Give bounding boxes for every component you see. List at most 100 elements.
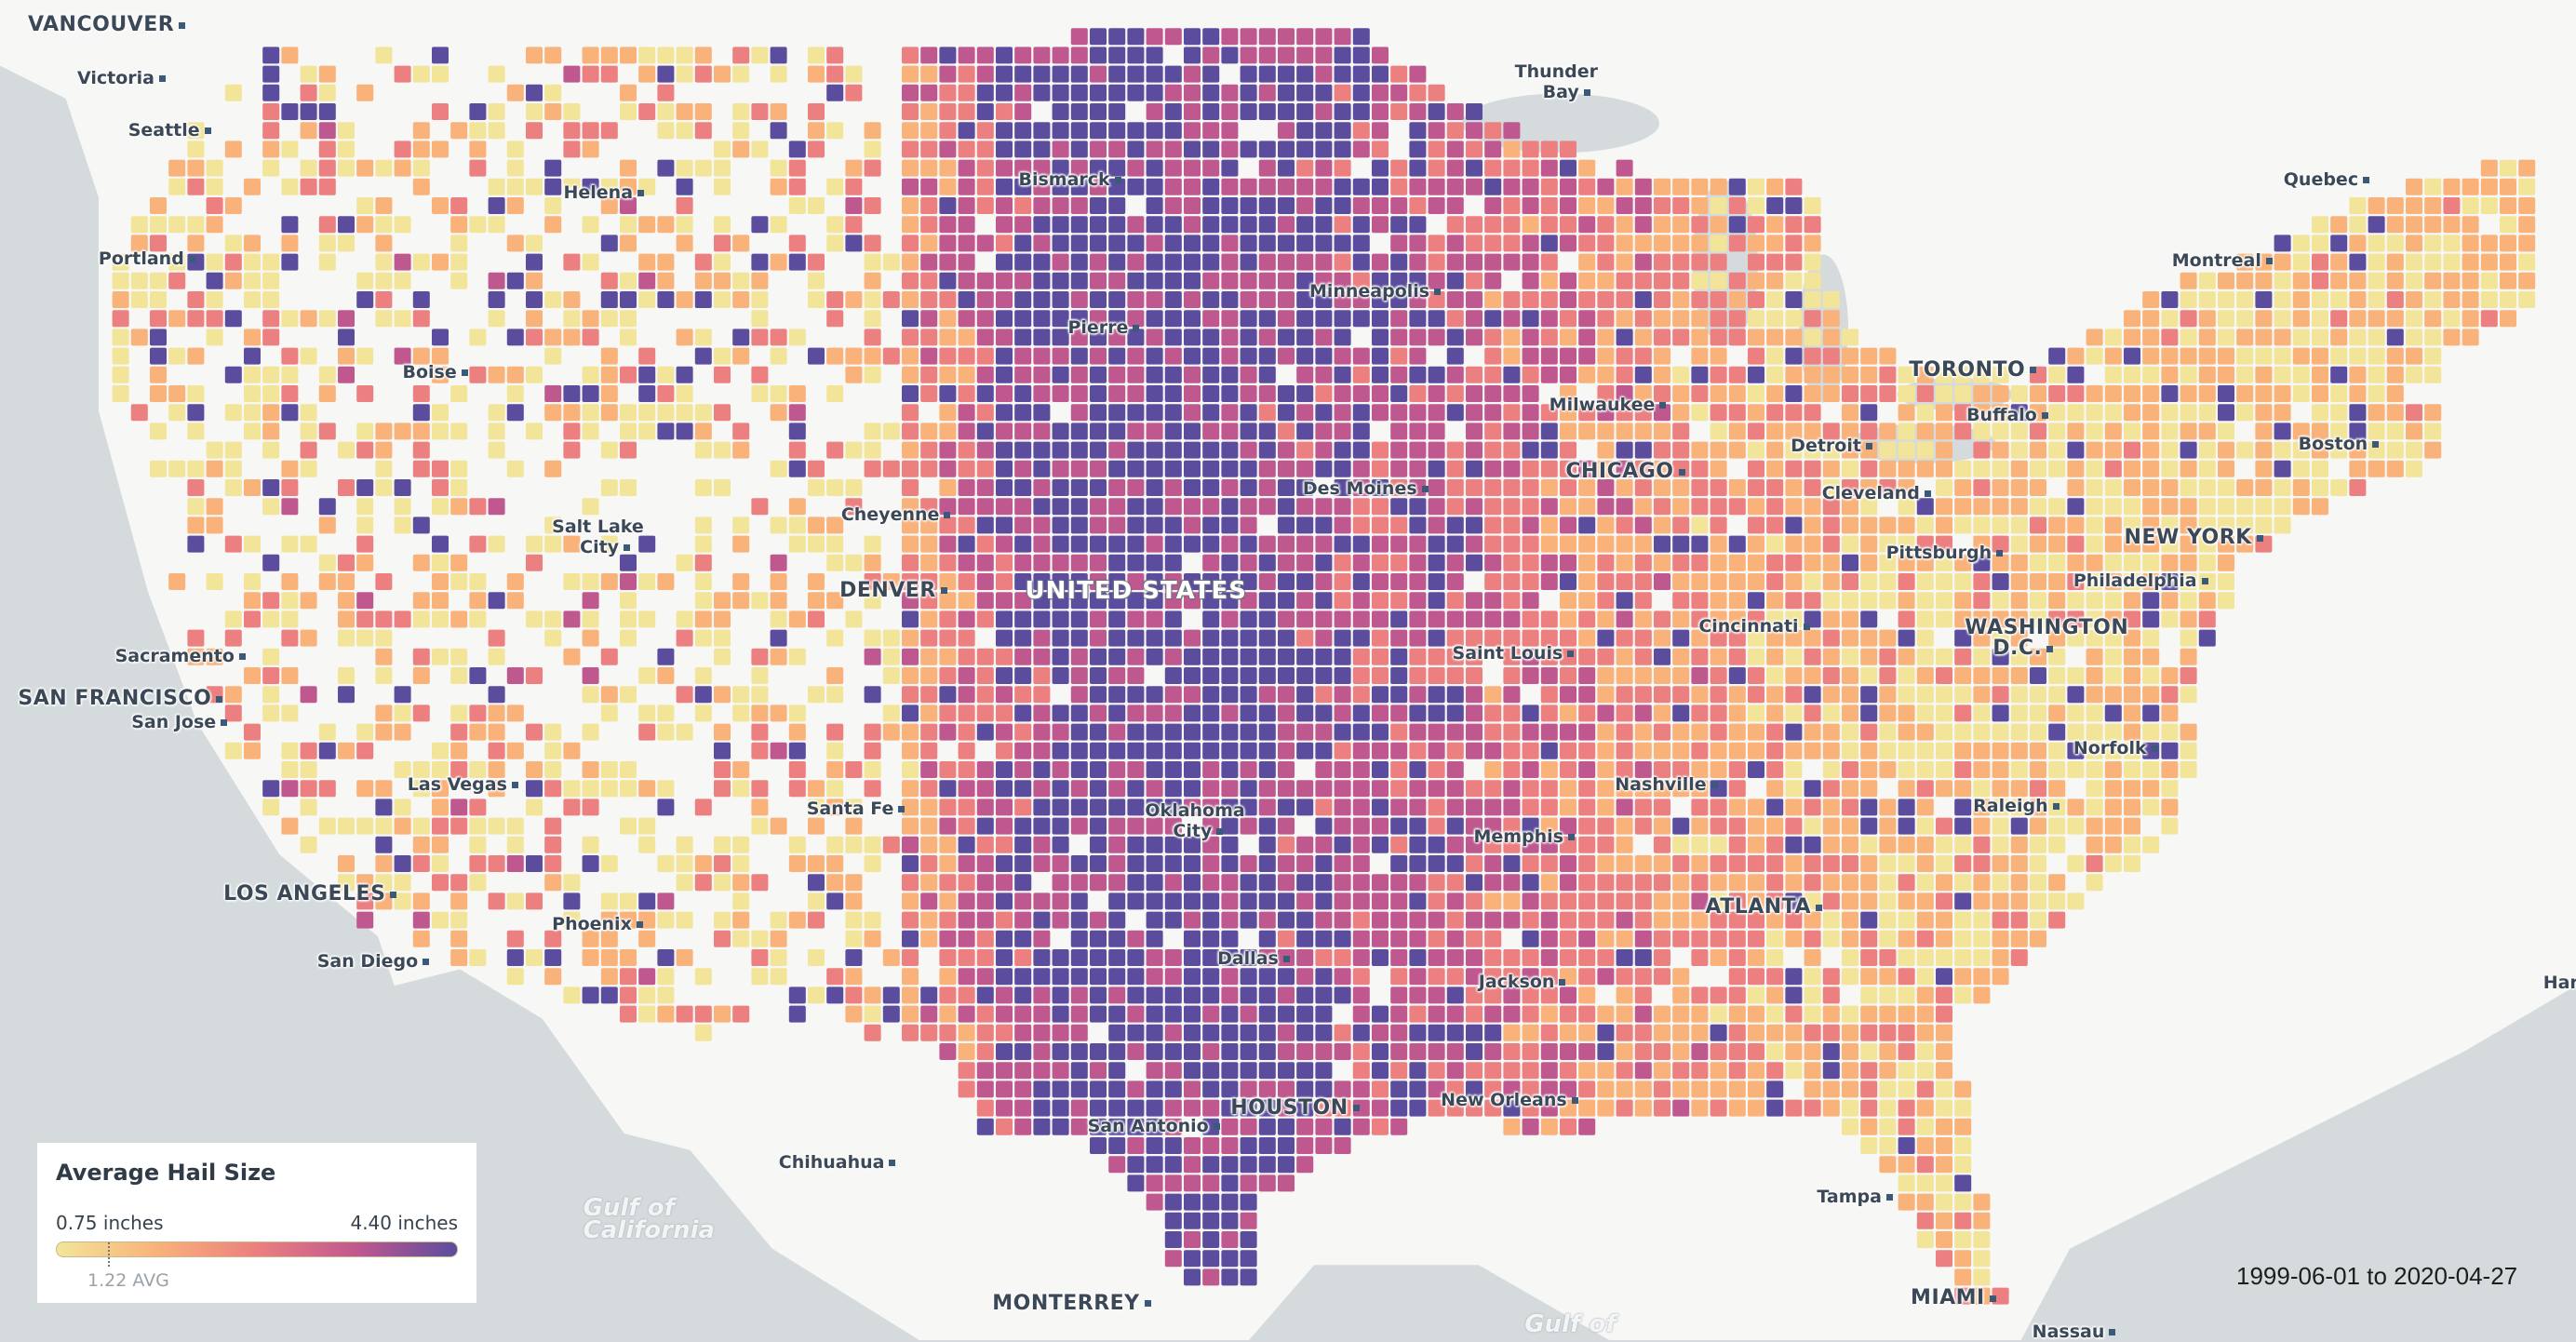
hail-cell[interactable] xyxy=(1127,216,1145,234)
hail-cell[interactable] xyxy=(1352,347,1370,365)
hail-cell[interactable] xyxy=(996,84,1013,101)
hail-cell[interactable] xyxy=(1597,178,1615,195)
hail-cell[interactable] xyxy=(1164,629,1182,647)
hail-cell[interactable] xyxy=(2124,329,2140,346)
hail-cell[interactable] xyxy=(375,291,393,308)
hail-cell[interactable] xyxy=(1634,1099,1652,1117)
hail-cell[interactable] xyxy=(432,554,449,571)
hail-cell[interactable] xyxy=(2500,310,2516,328)
hail-cell[interactable] xyxy=(1184,874,1201,892)
hail-cell[interactable] xyxy=(1860,874,1878,892)
hail-cell[interactable] xyxy=(1936,1024,1952,1041)
hail-cell[interactable] xyxy=(902,723,919,741)
hail-cell[interactable] xyxy=(939,705,957,722)
hail-cell[interactable] xyxy=(1728,949,1746,966)
hail-cell[interactable] xyxy=(506,178,524,195)
hail-cell[interactable] xyxy=(1164,404,1182,422)
hail-cell[interactable] xyxy=(2104,535,2122,553)
hail-cell[interactable] xyxy=(920,423,938,440)
hail-cell[interactable] xyxy=(996,47,1013,64)
hail-cell[interactable] xyxy=(1654,347,1670,365)
hail-cell[interactable] xyxy=(1352,817,1370,835)
hail-cell[interactable] xyxy=(902,460,919,477)
hail-cell[interactable] xyxy=(1390,611,1408,628)
hail-cell[interactable] xyxy=(1315,235,1333,252)
hail-cell[interactable] xyxy=(676,404,693,422)
hail-cell[interactable] xyxy=(939,986,957,1004)
hail-cell[interactable] xyxy=(2030,855,2046,872)
hail-cell[interactable] xyxy=(1090,798,1107,816)
hail-cell[interactable] xyxy=(1108,235,1126,252)
hail-cell[interactable] xyxy=(1597,197,1615,214)
hail-cell[interactable] xyxy=(1522,1005,1539,1023)
hail-cell[interactable] xyxy=(1804,272,1821,289)
hail-cell[interactable] xyxy=(1466,892,1483,910)
hail-cell[interactable] xyxy=(826,798,844,816)
hail-cell[interactable] xyxy=(939,930,957,947)
hail-cell[interactable] xyxy=(1446,742,1464,759)
hail-cell[interactable] xyxy=(1616,874,1633,892)
hail-cell[interactable] xyxy=(2218,291,2234,308)
hail-cell[interactable] xyxy=(958,103,975,120)
hail-cell[interactable] xyxy=(864,836,881,853)
hail-cell[interactable] xyxy=(1090,1099,1107,1117)
hail-cell[interactable] xyxy=(2180,329,2197,346)
hail-cell[interactable] xyxy=(1052,761,1069,778)
hail-cell[interactable] xyxy=(1278,780,1295,798)
hail-cell[interactable] xyxy=(1052,423,1069,440)
hail-cell[interactable] xyxy=(751,47,769,64)
hail-cell[interactable] xyxy=(1804,441,1821,459)
hail-cell[interactable] xyxy=(1654,761,1670,778)
hail-cell[interactable] xyxy=(1522,517,1539,534)
hail-cell[interactable] xyxy=(808,817,825,835)
hail-cell[interactable] xyxy=(1240,460,1257,477)
hail-cell[interactable] xyxy=(1766,573,1784,590)
hail-cell[interactable] xyxy=(2030,817,2046,835)
hail-cell[interactable] xyxy=(2104,573,2122,590)
hail-cell[interactable] xyxy=(920,347,938,365)
hail-cell[interactable] xyxy=(1014,535,1032,553)
hail-cell[interactable] xyxy=(1446,798,1464,816)
hail-cell[interactable] xyxy=(1258,366,1276,383)
hail-cell[interactable] xyxy=(1672,705,1690,722)
hail-cell[interactable] xyxy=(450,479,468,496)
hail-cell[interactable] xyxy=(2406,366,2422,383)
hail-cell[interactable] xyxy=(676,122,693,140)
hail-cell[interactable] xyxy=(1409,742,1427,759)
hail-cell[interactable] xyxy=(1428,404,1445,422)
hail-cell[interactable] xyxy=(939,667,957,684)
hail-cell[interactable] xyxy=(1540,611,1558,628)
hail-cell[interactable] xyxy=(262,592,280,610)
hail-cell[interactable] xyxy=(1070,291,1088,308)
hail-cell[interactable] xyxy=(826,291,844,308)
hail-cell[interactable] xyxy=(450,554,468,571)
hail-cell[interactable] xyxy=(976,949,994,966)
hail-cell[interactable] xyxy=(882,253,900,271)
hail-cell[interactable] xyxy=(1240,535,1257,553)
hail-cell[interactable] xyxy=(620,968,637,986)
hail-cell[interactable] xyxy=(1070,930,1088,947)
hail-cell[interactable] xyxy=(1033,84,1051,101)
hail-cell[interactable] xyxy=(2048,705,2066,722)
hail-cell[interactable] xyxy=(2142,291,2160,308)
hail-cell[interactable] xyxy=(1879,761,1897,778)
hail-cell[interactable] xyxy=(2443,253,2461,271)
hail-cell[interactable] xyxy=(1164,742,1182,759)
hail-cell[interactable] xyxy=(1540,479,1558,496)
hail-cell[interactable] xyxy=(526,122,543,140)
hail-cell[interactable] xyxy=(1108,667,1126,684)
hail-cell[interactable] xyxy=(1560,535,1576,553)
hail-cell[interactable] xyxy=(1597,629,1615,647)
hail-cell[interactable] xyxy=(1597,535,1615,553)
hail-cell[interactable] xyxy=(1184,1268,1201,1286)
hail-cell[interactable] xyxy=(1860,686,1878,704)
hail-cell[interactable] xyxy=(1522,178,1539,195)
hail-cell[interactable] xyxy=(1146,836,1163,853)
hail-cell[interactable] xyxy=(1616,611,1633,628)
hail-cell[interactable] xyxy=(939,874,957,892)
hail-cell[interactable] xyxy=(1014,968,1032,986)
hail-cell[interactable] xyxy=(150,235,167,252)
hail-cell[interactable] xyxy=(1296,347,1314,365)
hail-cell[interactable] xyxy=(412,517,430,534)
hail-cell[interactable] xyxy=(432,141,449,158)
